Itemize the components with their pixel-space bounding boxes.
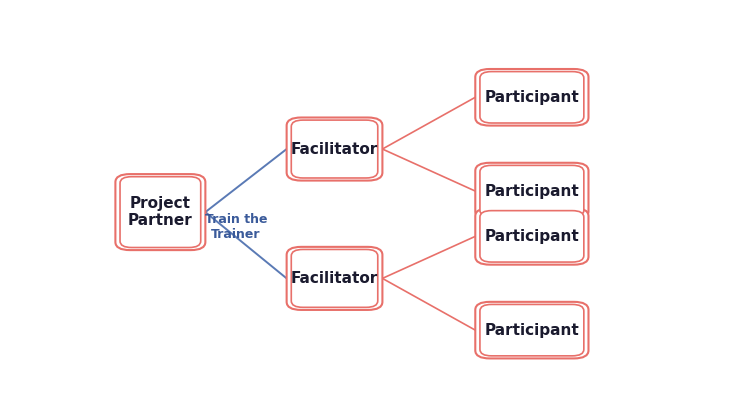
- Text: Participant: Participant: [485, 184, 579, 199]
- FancyBboxPatch shape: [476, 302, 589, 358]
- Text: Participant: Participant: [485, 229, 579, 244]
- FancyBboxPatch shape: [287, 118, 383, 181]
- Text: Project
Partner: Project Partner: [128, 196, 192, 228]
- FancyBboxPatch shape: [287, 247, 383, 310]
- FancyBboxPatch shape: [115, 174, 205, 250]
- FancyBboxPatch shape: [476, 69, 589, 126]
- FancyBboxPatch shape: [480, 71, 583, 123]
- FancyBboxPatch shape: [480, 211, 583, 262]
- Text: Facilitator: Facilitator: [291, 271, 378, 286]
- FancyBboxPatch shape: [476, 163, 589, 219]
- Text: Participant: Participant: [485, 323, 579, 338]
- FancyBboxPatch shape: [480, 304, 583, 356]
- Text: Train the
Trainer: Train the Trainer: [204, 213, 267, 241]
- FancyBboxPatch shape: [476, 208, 589, 265]
- Text: Participant: Participant: [485, 90, 579, 105]
- FancyBboxPatch shape: [291, 120, 377, 178]
- Text: Facilitator: Facilitator: [291, 142, 378, 157]
- FancyBboxPatch shape: [291, 249, 377, 307]
- FancyBboxPatch shape: [120, 177, 201, 247]
- FancyBboxPatch shape: [480, 165, 583, 217]
